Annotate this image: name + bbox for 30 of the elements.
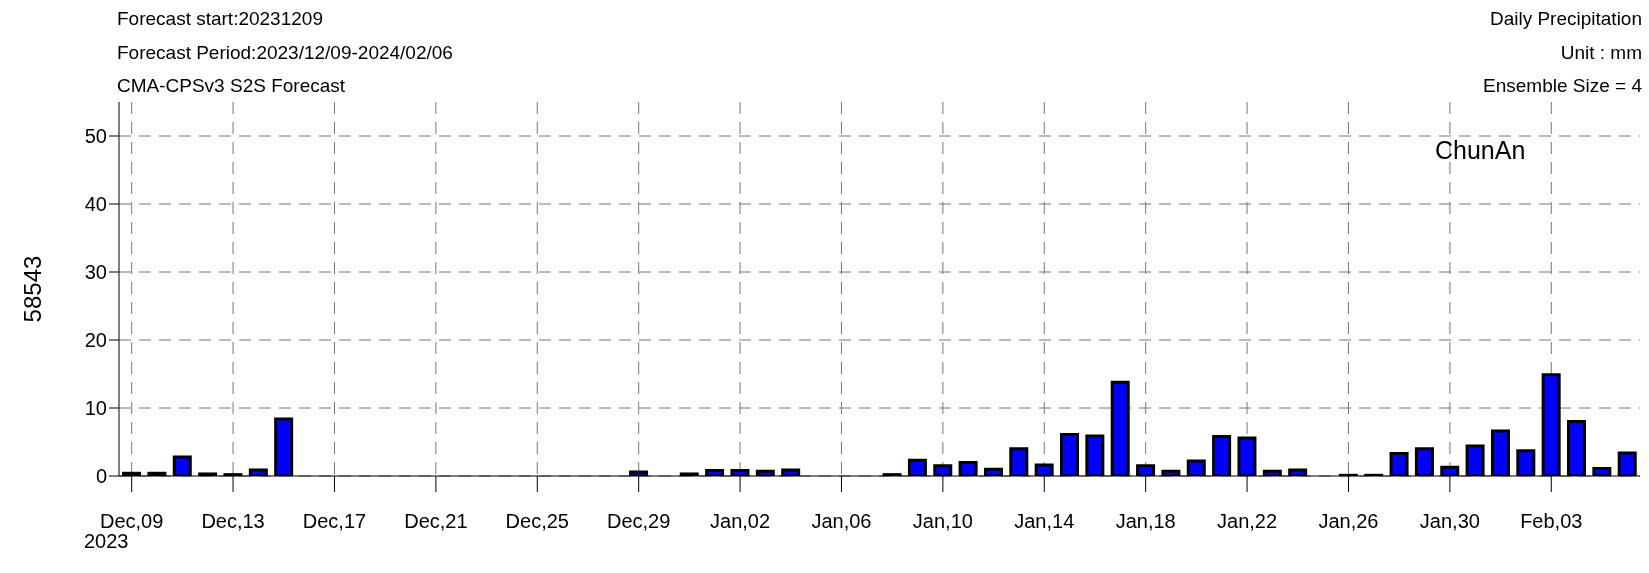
x-tick-label: Jan,06 <box>811 510 872 532</box>
text: CMA-CPSv3 S2S Forecast <box>117 75 346 97</box>
x-tick-label: Dec,25 <box>505 510 569 532</box>
y-tick-label: 30 <box>84 261 107 284</box>
x-tick-label: Feb,03 <box>1520 510 1583 532</box>
y-tick-label: 20 <box>84 329 107 352</box>
y-tick-label: 0 <box>95 465 107 488</box>
text: Forecast Period:2023/12/09-2024/02/06 <box>117 42 453 64</box>
y-tick-label: 10 <box>84 397 107 420</box>
y-axis-title: 58543 <box>18 255 46 323</box>
x-tick-label: Dec,09 <box>99 510 164 532</box>
x-tick-label: Jan,26 <box>1318 510 1379 532</box>
x-tick-label: Jan,30 <box>1419 510 1480 532</box>
x-tick-label: Dec,21 <box>404 510 468 532</box>
x-tick-label: Jan,10 <box>912 510 973 532</box>
text: Daily Precipitation <box>1489 8 1642 30</box>
x-tick-label: Jan,02 <box>710 510 771 532</box>
y-tick-label: 40 <box>84 193 107 216</box>
annotation: ChunAn <box>1435 136 1526 165</box>
y-tick-label: 50 <box>84 125 107 148</box>
x-tick-label: Jan,18 <box>1115 510 1176 532</box>
text: 2023 <box>84 530 129 553</box>
x-tick-label: Dec,13 <box>201 510 265 532</box>
x-tick-label: Jan,14 <box>1014 510 1075 532</box>
x-tick-label: Dec,29 <box>606 510 671 532</box>
text: Forecast start:20231209 <box>117 8 323 30</box>
text: Ensemble Size = 4 <box>1483 75 1642 97</box>
x-tick-label: Jan,22 <box>1217 510 1278 532</box>
text: Unit : mm <box>1560 42 1642 64</box>
x-tick-label: Dec,17 <box>302 510 367 532</box>
